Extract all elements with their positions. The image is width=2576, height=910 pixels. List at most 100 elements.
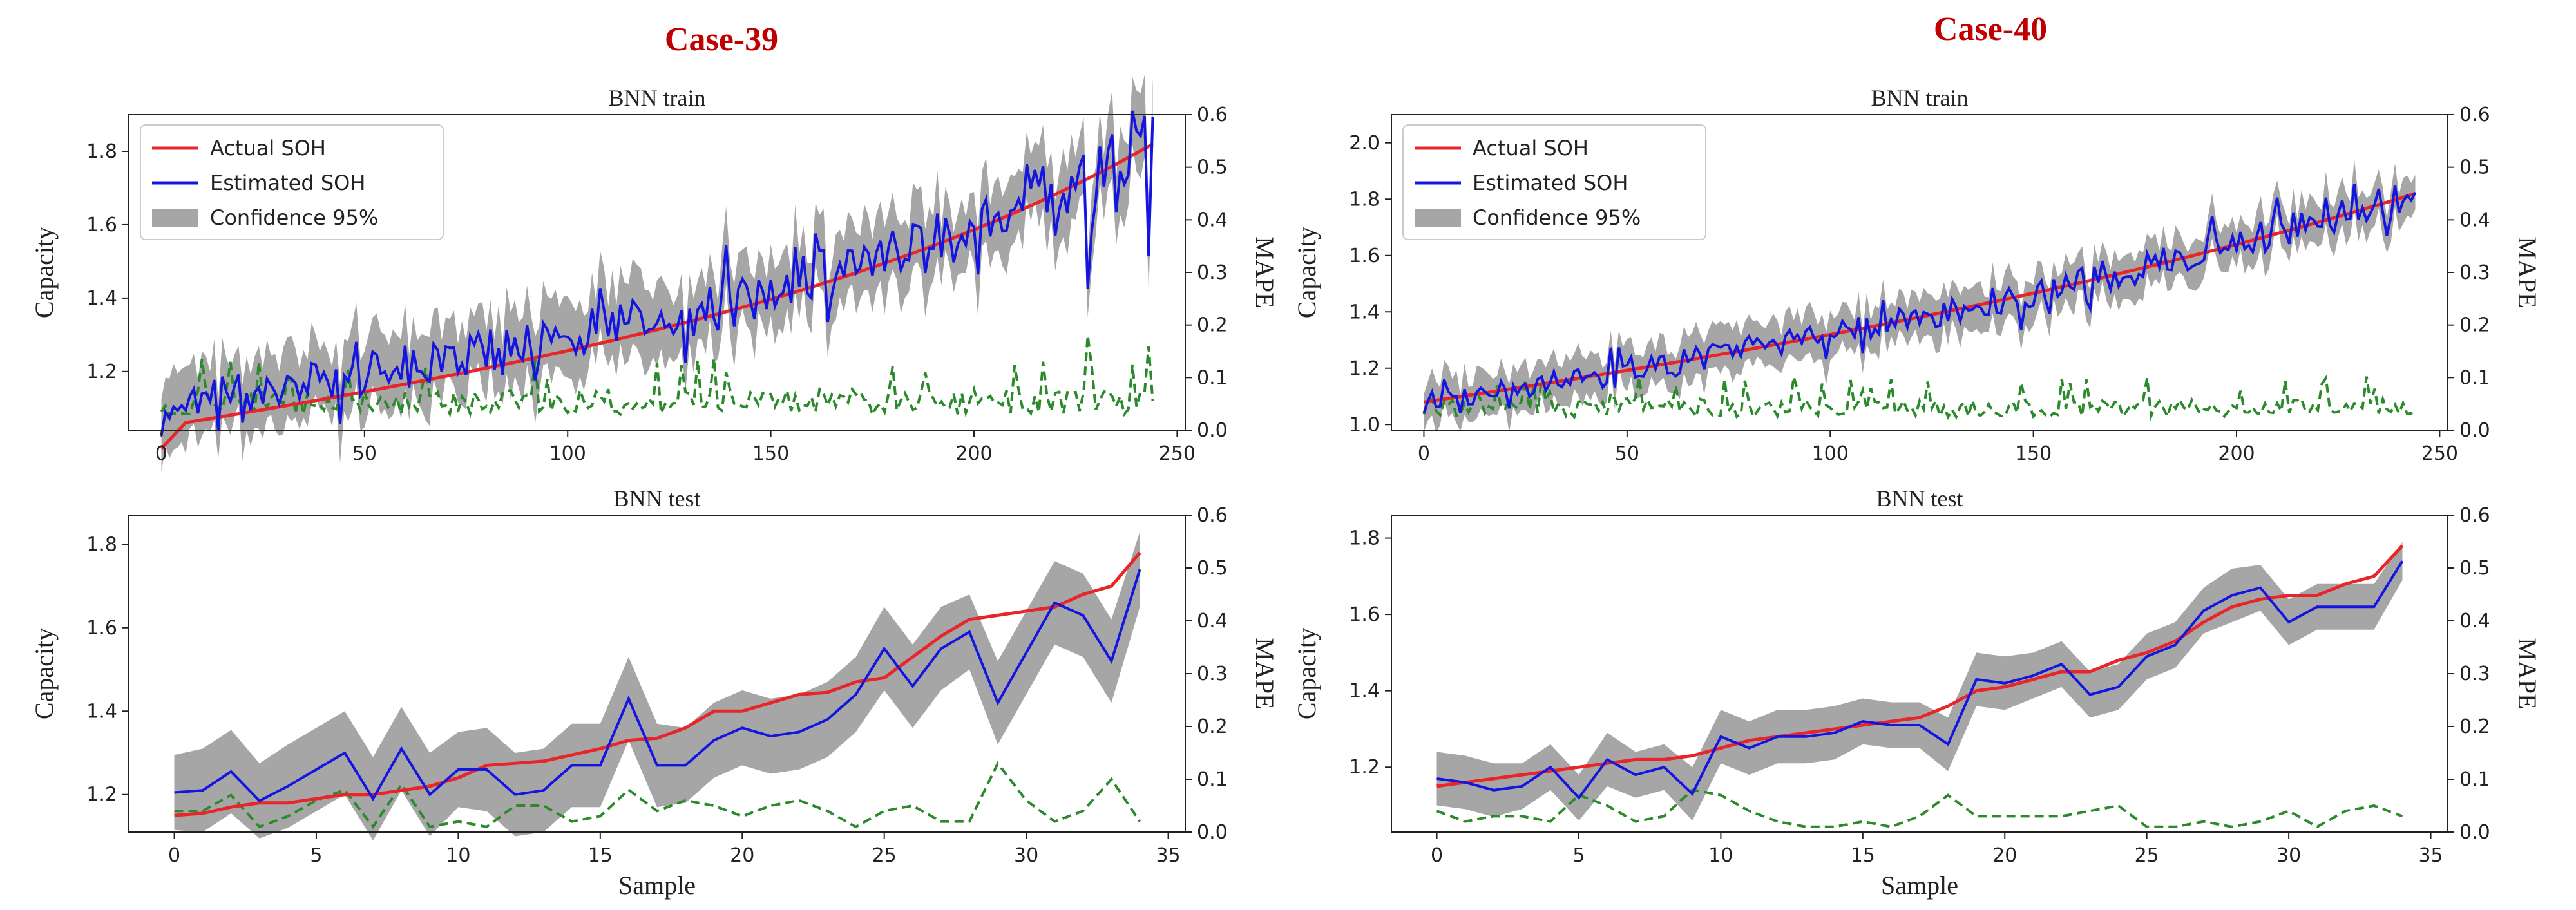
x-tick-label: 5 — [310, 844, 322, 867]
x-tick-label: 100 — [549, 442, 586, 465]
x-tick-label: 10 — [446, 844, 470, 867]
actual-soh-line — [1436, 544, 2404, 788]
y2-tick-label: 0.6 — [2459, 104, 2490, 126]
x-tick-label: 25 — [2135, 844, 2159, 867]
y-tick-label: 1.6 — [1349, 603, 1380, 626]
y2-tick-label: 0.3 — [2459, 663, 2490, 685]
case-title: Case-39 — [665, 21, 778, 58]
y2-tick-label: 0.4 — [1197, 209, 1228, 231]
x-tick-label: 15 — [588, 844, 613, 867]
legend-entry-estimated-label: Estimated SOH — [210, 171, 365, 195]
x-axis-label: Sample — [618, 871, 696, 900]
y2-tick-label: 0.5 — [2459, 156, 2490, 179]
y2-tick-label: 0.3 — [1197, 663, 1228, 685]
y2-tick-label: 0.2 — [1197, 314, 1228, 337]
y-tick-label: 1.2 — [86, 784, 117, 806]
legend-entry-confidence-swatch — [152, 209, 198, 227]
estimated-soh-line — [1422, 183, 2417, 413]
x-tick-label: 35 — [1156, 844, 1180, 867]
y-tick-label: 1.8 — [1349, 527, 1380, 550]
actual-soh-line — [160, 142, 1154, 450]
y2-tick-label: 0.5 — [1197, 557, 1228, 580]
x-axis-label: Sample — [1881, 871, 1958, 900]
x-tick-label: 35 — [2418, 844, 2443, 867]
estimated-soh-line — [174, 569, 1141, 802]
legend-entry-estimated-label: Estimated SOH — [1473, 171, 1628, 195]
y2-tick-label: 0.4 — [1197, 610, 1228, 632]
y-axis-label: Capacity — [30, 628, 59, 719]
case-title: Case-40 — [1934, 11, 2047, 48]
x-tick-label: 0 — [168, 844, 180, 867]
x-tick-label: 250 — [2421, 442, 2458, 465]
y-tick-label: 1.8 — [86, 140, 117, 163]
y-tick-label: 1.8 — [1349, 188, 1380, 211]
y2-tick-label: 0.4 — [2459, 209, 2490, 231]
y-tick-label: 1.4 — [1349, 680, 1380, 703]
x-tick-label: 10 — [1708, 844, 1733, 867]
x-tick-label: 15 — [1851, 844, 1875, 867]
y-tick-label: 1.6 — [86, 214, 117, 236]
y-tick-label: 1.4 — [86, 700, 117, 723]
x-tick-label: 150 — [752, 442, 789, 465]
y-axis-label: Capacity — [1292, 628, 1321, 719]
panel-title: BNN train — [1871, 85, 1969, 111]
y-tick-label: 1.4 — [1349, 301, 1380, 323]
actual-soh-line — [174, 551, 1141, 817]
x-tick-label: 150 — [2015, 442, 2052, 465]
y-tick-label: 1.2 — [1349, 756, 1380, 779]
x-tick-label: 50 — [352, 442, 377, 465]
legend: Actual SOH Estimated SOH Confidence 95% — [140, 124, 444, 240]
y2-axis-label: MAPE — [1250, 236, 1279, 308]
y2-axis-label: MAPE — [1250, 638, 1279, 709]
confidence-band — [161, 75, 1153, 473]
chart-panel-case39-test: BNN test 0 5 10 15 20 25 30 35 1.2 1.4 1.6 1.8 0.0 0.1… — [30, 486, 1279, 900]
legend-entry-confidence-label: Confidence 95% — [1473, 205, 1641, 230]
mape-line — [1436, 788, 2403, 829]
y2-tick-label: 0.5 — [1197, 156, 1228, 179]
y-tick-label: 2.0 — [1349, 132, 1380, 155]
x-tick-label: 200 — [2218, 442, 2255, 465]
x-tick-label: 30 — [1014, 844, 1038, 867]
estimated-soh-line — [160, 110, 1154, 436]
y2-tick-label: 0.0 — [1197, 821, 1228, 844]
confidence-band — [1436, 542, 2403, 821]
y2-tick-label: 0.1 — [2459, 366, 2490, 389]
y2-tick-label: 0.1 — [2459, 768, 2490, 791]
x-tick-label: 250 — [1159, 442, 1196, 465]
legend: Actual SOH Estimated SOH Confidence 95% — [1402, 124, 1706, 240]
mape-line — [174, 761, 1141, 829]
y2-tick-label: 0.3 — [2459, 261, 2490, 284]
x-tick-label: 100 — [1812, 442, 1849, 465]
y2-axis-label: MAPE — [2513, 236, 2542, 308]
y2-tick-label: 0.2 — [1197, 716, 1228, 738]
x-tick-label: 0 — [155, 442, 167, 465]
y2-tick-label: 0.1 — [1197, 768, 1228, 791]
legend-entry-confidence-label: Confidence 95% — [210, 205, 378, 230]
legend-entry-confidence-swatch — [1415, 209, 1461, 227]
y2-tick-label: 0.6 — [1197, 104, 1228, 126]
y2-tick-label: 0.6 — [1197, 504, 1228, 527]
x-tick-label: 25 — [872, 844, 897, 867]
chart-panel-case40-test: BNN test 0 5 10 15 20 25 30 35 1.2 1.4 1.6 1.8 0.0 0.1… — [1292, 486, 2542, 900]
x-tick-label: 30 — [2276, 844, 2301, 867]
estimated-soh-line — [1436, 560, 2404, 800]
y-axis-label: Capacity — [30, 227, 59, 318]
y-axis-label: Capacity — [1292, 227, 1321, 318]
chart-panel-case40-train: Case-40 BNN train 0 50 100 150 200 250 1.0 1.2 1.4… — [1292, 11, 2542, 465]
x-tick-label: 200 — [955, 442, 992, 465]
panel-title: BNN train — [609, 85, 706, 111]
y2-tick-label: 0.3 — [1197, 261, 1228, 284]
y-tick-label: 1.0 — [1349, 413, 1380, 436]
x-tick-label: 20 — [1992, 844, 2017, 867]
y2-tick-label: 0.0 — [2459, 419, 2490, 442]
y2-tick-label: 0.0 — [2459, 821, 2490, 844]
x-tick-label: 0 — [1431, 844, 1443, 867]
y-tick-label: 1.2 — [1349, 357, 1380, 380]
mape-line — [160, 335, 1154, 419]
y2-tick-label: 0.0 — [1197, 419, 1228, 442]
x-tick-label: 50 — [1615, 442, 1639, 465]
y-tick-label: 1.4 — [86, 287, 117, 310]
mape-line — [1422, 374, 2416, 421]
x-tick-label: 0 — [1418, 442, 1430, 465]
y2-tick-label: 0.1 — [1197, 366, 1228, 389]
